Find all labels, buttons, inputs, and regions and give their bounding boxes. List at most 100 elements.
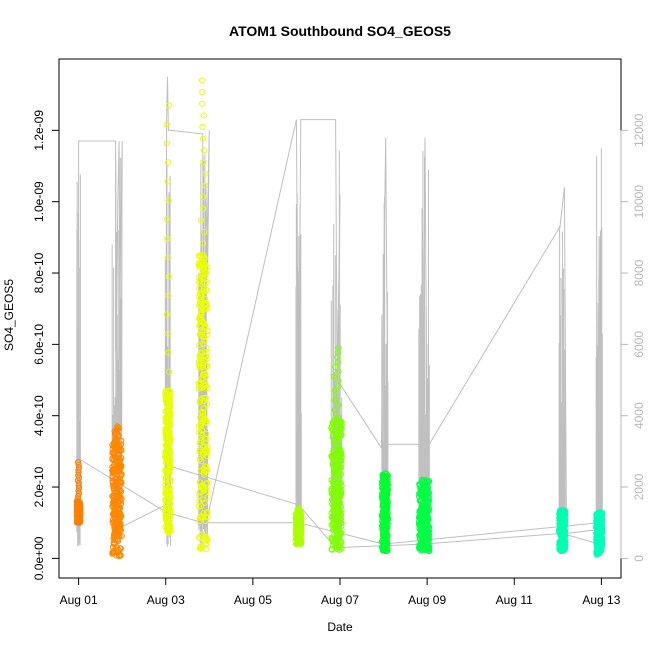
data-point [383,539,391,547]
data-point [200,405,207,412]
data-point [198,299,205,306]
data-point [164,515,171,522]
data-point [203,435,210,442]
data-point [113,492,120,499]
right-tick-label: 6000 [632,331,646,358]
data-point [196,447,203,454]
data-point [163,140,170,147]
data-point [204,479,211,487]
data-point [558,520,565,527]
data-point [595,509,602,516]
data-point [162,414,169,421]
right-tick-label: 12000 [632,113,646,147]
data-point [197,467,204,474]
data-point [116,524,124,531]
data-point [593,551,600,558]
data-point [598,537,605,545]
data-point [195,385,202,392]
data-point [335,492,342,499]
data-point [197,349,205,356]
data-point [199,496,206,503]
data-point [201,228,208,235]
data-point [74,507,82,514]
right-tick-label: 8000 [632,259,646,286]
data-point [165,401,172,408]
data-point [198,217,205,224]
data-point [163,216,170,223]
data-point [115,424,122,431]
data-point [196,342,203,349]
data-point [204,487,211,494]
data-point [165,387,172,394]
data-point [198,323,205,330]
data-point [417,540,425,548]
x-tick-label: Aug 13 [582,593,620,607]
data-point [201,334,208,341]
data-point [381,546,389,553]
right-tick-label: 10000 [632,185,646,219]
data-point [559,529,566,536]
data-point [335,368,342,375]
data-point [196,456,203,463]
x-tick-label: Aug 09 [408,593,446,607]
data-point [336,520,343,527]
data-point [163,311,170,318]
data-point [379,512,386,519]
data-point [109,479,116,486]
data-point [74,501,81,509]
data-point [332,505,339,512]
data-point [200,147,208,154]
data-point [422,487,429,494]
data-point [198,458,205,465]
data-point [331,406,338,413]
data-point [557,541,565,548]
y-tick-label: 1.0e-09 [32,181,46,222]
data-point [594,517,601,524]
data-point [196,489,203,496]
data-point [198,350,205,357]
data-point [204,494,211,501]
data-point [118,463,125,470]
data-point [200,452,207,459]
data-point [199,205,207,212]
data-point [196,285,203,292]
x-tick-label: Aug 11 [496,593,533,607]
data-point [328,514,335,521]
data-point [199,100,206,107]
data-point [198,503,205,510]
data-point [198,311,205,318]
data-point [331,539,338,547]
right-axis: 0 2000 4000 6000 8000 10000 12000 [620,113,646,562]
data-point [199,340,206,347]
data-point [336,544,343,551]
data-point [338,520,345,527]
data-point [165,525,172,532]
data-point [425,545,432,552]
data-point [330,524,337,531]
data-point [199,271,206,278]
data-point [204,453,211,460]
data-point [382,472,389,480]
data-point [330,451,337,458]
data-point [336,485,343,492]
data-point [200,158,207,166]
data-point [333,467,340,475]
data-point [424,541,431,548]
data-point [112,509,119,517]
data-point [199,418,206,425]
data-point [336,448,343,455]
data-point [559,517,566,524]
data-point [115,458,122,465]
data-point [198,395,205,402]
data-point [200,252,207,259]
data-point [196,492,203,500]
data-point [203,419,210,426]
data-point [197,434,204,441]
data-point [201,255,208,262]
data-point [165,349,172,356]
data-point [421,527,428,534]
data-point [164,429,171,436]
data-point [163,392,170,400]
data-point [380,509,387,516]
